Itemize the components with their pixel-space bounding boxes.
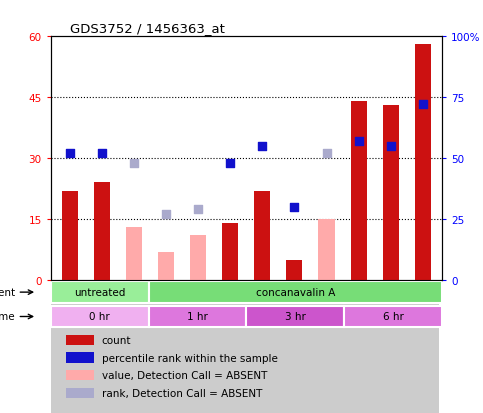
Point bbox=[323, 151, 330, 157]
Bar bbox=[62, 191, 78, 280]
Point bbox=[162, 211, 170, 218]
Text: time: time bbox=[0, 312, 15, 322]
Bar bbox=[246, 306, 344, 328]
Point bbox=[194, 206, 202, 213]
Bar bbox=[149, 282, 442, 304]
Bar bbox=[344, 306, 442, 328]
Point bbox=[66, 151, 74, 157]
Text: 0 hr: 0 hr bbox=[89, 312, 110, 322]
Bar bbox=[118, 280, 150, 413]
Bar bbox=[214, 280, 246, 413]
Text: GDS3752 / 1456363_at: GDS3752 / 1456363_at bbox=[71, 21, 225, 35]
Bar bbox=[51, 280, 436, 413]
Bar bbox=[158, 252, 174, 280]
Bar bbox=[415, 45, 431, 280]
Bar bbox=[54, 280, 86, 413]
Point bbox=[130, 160, 138, 167]
Text: value, Detection Call = ABSENT: value, Detection Call = ABSENT bbox=[101, 370, 267, 380]
Point bbox=[387, 143, 395, 150]
Bar bbox=[318, 219, 335, 280]
Point bbox=[291, 204, 298, 211]
Text: rank, Detection Call = ABSENT: rank, Detection Call = ABSENT bbox=[101, 388, 262, 398]
Bar bbox=[278, 280, 311, 413]
Bar bbox=[383, 106, 398, 280]
Bar bbox=[375, 280, 407, 413]
Point bbox=[419, 102, 426, 109]
Bar bbox=[407, 280, 439, 413]
Text: percentile rank within the sample: percentile rank within the sample bbox=[101, 353, 277, 363]
Text: untreated: untreated bbox=[74, 287, 125, 297]
Text: concanavalin A: concanavalin A bbox=[256, 287, 335, 297]
Bar bbox=[190, 236, 206, 280]
Bar bbox=[311, 280, 342, 413]
Bar bbox=[342, 280, 375, 413]
Text: 6 hr: 6 hr bbox=[383, 312, 403, 322]
Bar bbox=[286, 260, 302, 280]
Point bbox=[258, 143, 266, 150]
Point bbox=[355, 138, 362, 145]
Bar bbox=[51, 306, 149, 328]
Bar bbox=[222, 223, 238, 280]
Text: 1 hr: 1 hr bbox=[187, 312, 208, 322]
Bar bbox=[255, 191, 270, 280]
Text: agent: agent bbox=[0, 287, 15, 297]
Bar bbox=[66, 388, 94, 398]
Bar bbox=[51, 282, 149, 304]
Bar bbox=[66, 370, 94, 380]
Bar bbox=[86, 280, 118, 413]
Bar bbox=[66, 352, 94, 363]
Bar bbox=[66, 335, 94, 345]
Bar bbox=[126, 228, 142, 280]
Point bbox=[227, 160, 234, 167]
Bar bbox=[94, 183, 110, 280]
Bar bbox=[149, 306, 246, 328]
Bar bbox=[182, 280, 214, 413]
Bar bbox=[351, 102, 367, 280]
Text: 3 hr: 3 hr bbox=[285, 312, 306, 322]
Bar bbox=[246, 280, 278, 413]
Bar bbox=[150, 280, 182, 413]
Text: count: count bbox=[101, 335, 131, 345]
Point bbox=[98, 151, 106, 157]
